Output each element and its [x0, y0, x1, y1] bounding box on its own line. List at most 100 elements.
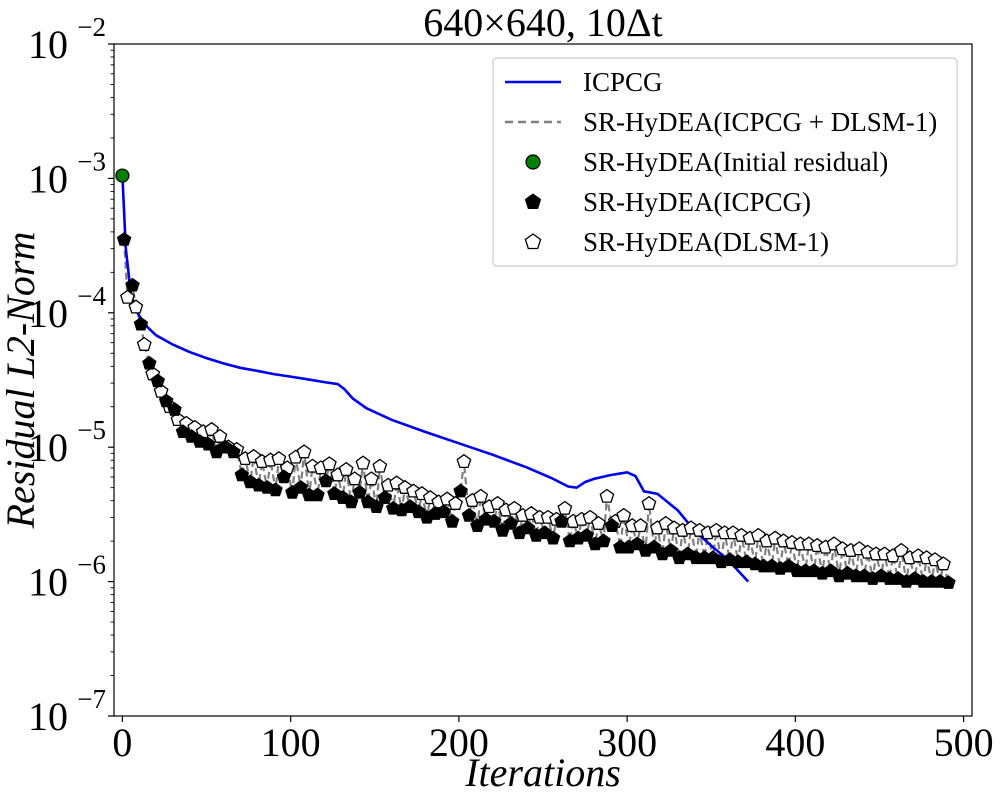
marker-dlsm: [296, 444, 312, 459]
y-tick-label: 10: [28, 425, 68, 470]
marker-dlsm: [448, 495, 463, 510]
marker-initial-residual: [115, 168, 130, 183]
legend-item: SR-HyDEA(ICPCG + DLSM-1): [505, 107, 937, 137]
legend-label: SR-HyDEA(ICPCG): [583, 187, 811, 217]
marker-icpcg: [663, 542, 679, 557]
marker-icpcg: [436, 504, 451, 519]
x-tick-label: 200: [429, 720, 489, 765]
marker-icpcg: [234, 467, 250, 482]
y-tick-exponent: −5: [77, 415, 106, 445]
legend-item: SR-HyDEA(ICPCG): [524, 187, 811, 217]
marker-icpcg: [554, 513, 569, 528]
marker-icpcg: [142, 355, 157, 370]
legend-handle-dlsm: [524, 233, 542, 250]
y-tick-exponent: −4: [77, 281, 106, 311]
legend-item: SR-HyDEA(Initial residual): [525, 147, 888, 177]
marker-dlsm: [338, 461, 354, 477]
legend-handle-initial: [525, 154, 541, 170]
marker-icpcg: [630, 536, 645, 551]
axes-frame: [113, 43, 973, 717]
legend-item: ICPCG: [505, 67, 663, 97]
marker-dlsm: [355, 455, 371, 470]
y-tick-label: 10: [28, 694, 68, 739]
marker-icpcg: [158, 393, 174, 408]
marker-icpcg: [545, 530, 561, 545]
marker-dlsm: [506, 500, 522, 515]
marker-dlsm: [212, 428, 228, 443]
marker-icpcg: [276, 469, 292, 484]
marker-icpcg: [453, 483, 468, 498]
marker-dlsm: [271, 450, 287, 466]
marker-dlsm: [935, 556, 951, 571]
marker-icpcg: [596, 533, 611, 548]
marker-dlsm: [557, 500, 573, 515]
plot-content: [116, 175, 956, 589]
marker-dlsm: [599, 488, 615, 503]
x-tick-label: 100: [261, 720, 321, 765]
marker-dlsm: [372, 458, 388, 473]
legend-item: SR-HyDEA(DLSM-1): [524, 227, 829, 257]
marker-icpcg: [461, 507, 477, 522]
x-tick-label: 400: [765, 720, 825, 765]
marker-dlsm: [616, 507, 632, 522]
y-tick-label: 10: [28, 22, 68, 67]
y-tick-exponent: −3: [77, 146, 106, 176]
marker-icpcg: [167, 402, 182, 416]
marker-dlsm: [641, 495, 657, 510]
marker-dlsm: [120, 289, 135, 304]
marker-icpcg: [318, 473, 334, 488]
x-tick-label: 500: [934, 720, 994, 765]
x-axis-label: Iterations: [464, 750, 621, 795]
marker-icpcg: [125, 277, 140, 292]
marker-icpcg: [293, 480, 308, 494]
marker-icpcg: [133, 316, 149, 331]
marker-icpcg: [150, 373, 165, 388]
legend: ICPCG SR-HyDEA(ICPCG + DLSM-1) SR-HyDEA(In…: [492, 57, 958, 267]
legend-label: SR-HyDEA(Initial residual): [583, 147, 888, 177]
y-tick-label: 10: [28, 156, 68, 201]
y-tick-exponent: −2: [77, 12, 106, 42]
series-line-icpcg: [121, 175, 750, 583]
legend-label: ICPCG: [583, 67, 663, 97]
y-tick-label: 10: [28, 291, 68, 336]
y-tick-exponent: −6: [77, 550, 106, 580]
marker-dlsm: [473, 488, 489, 503]
marker-icpcg: [310, 487, 325, 502]
marker-icpcg: [604, 518, 620, 532]
series-line-hybrid: [123, 239, 950, 584]
marker-icpcg: [268, 482, 283, 497]
marker-icpcg: [352, 484, 367, 499]
y-axis-label: Residual L2-Norm: [0, 232, 43, 530]
marker-dlsm: [347, 471, 362, 486]
marker-icpcg: [344, 494, 359, 509]
x-tick-label: 300: [597, 720, 657, 765]
legend-box: [492, 57, 958, 267]
marker-dlsm: [321, 456, 337, 471]
plot-area: [115, 168, 956, 589]
marker-icpcg: [503, 515, 519, 530]
marker-icpcg: [646, 539, 662, 554]
marker-dlsm: [591, 515, 606, 530]
legend-handle-icpcg-marker: [524, 193, 542, 209]
y-tick-exponent: −7: [77, 684, 106, 714]
marker-icpcg: [579, 527, 594, 542]
marker-dlsm: [153, 383, 169, 398]
marker-icpcg: [444, 513, 460, 528]
chart-title: 640×640, 10Δt: [423, 0, 662, 45]
legend-label: SR-HyDEA(ICPCG + DLSM-1): [583, 107, 937, 137]
marker-dlsm: [136, 336, 152, 351]
marker-dlsm: [893, 542, 909, 557]
marker-dlsm: [204, 421, 219, 436]
x-tick-label: 0: [112, 720, 132, 765]
y-tick-label: 10: [28, 560, 68, 605]
marker-icpcg: [116, 232, 132, 246]
marker-icpcg: [201, 436, 216, 451]
marker-dlsm: [633, 517, 648, 533]
marker-icpcg: [487, 513, 502, 528]
marker-dlsm: [128, 299, 144, 314]
marker-icpcg: [520, 520, 536, 535]
marker-icpcg: [941, 575, 956, 589]
marker-icpcg: [377, 490, 393, 504]
marker-icpcg: [226, 444, 241, 459]
